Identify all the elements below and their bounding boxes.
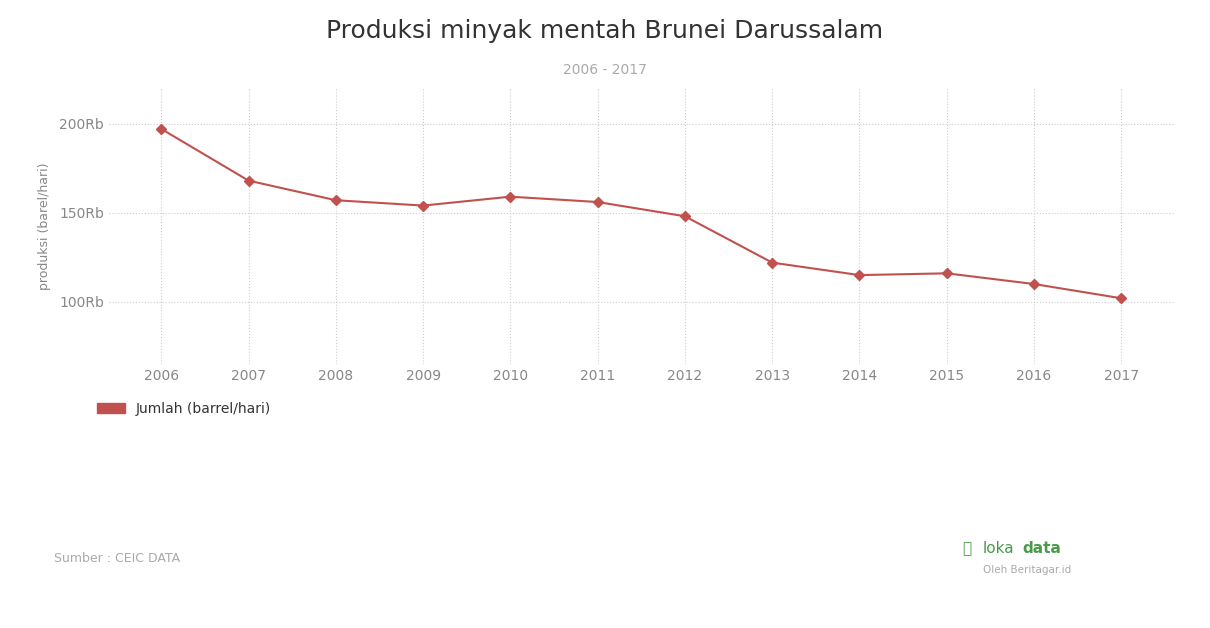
Text: Produksi minyak mentah Brunei Darussalam: Produksi minyak mentah Brunei Darussalam <box>327 19 883 43</box>
Text: ⦿: ⦿ <box>962 541 972 556</box>
Y-axis label: produksi (barel/hari): produksi (barel/hari) <box>38 162 51 290</box>
Text: Oleh Beritagar.id: Oleh Beritagar.id <box>983 565 1071 575</box>
Text: Sumber : CEIC DATA: Sumber : CEIC DATA <box>54 552 180 565</box>
Text: loka: loka <box>983 541 1014 556</box>
Text: 2006 - 2017: 2006 - 2017 <box>563 63 647 77</box>
Text: data: data <box>1022 541 1061 556</box>
Legend: Jumlah (barrel/hari): Jumlah (barrel/hari) <box>92 396 277 421</box>
